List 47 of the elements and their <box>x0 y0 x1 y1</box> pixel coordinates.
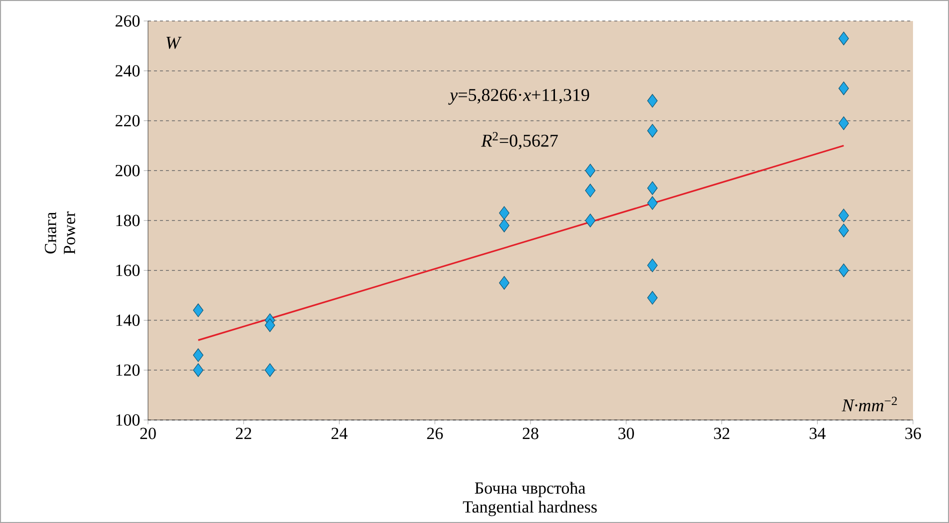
point <box>193 303 204 318</box>
point <box>838 82 849 96</box>
y-tick-label: 100 <box>116 414 140 426</box>
x-tick-label: 30 <box>618 428 634 440</box>
point <box>193 348 204 362</box>
x-tick-label: 26 <box>427 428 443 440</box>
y-tick-label: 200 <box>116 164 140 176</box>
y-tick-label: 220 <box>116 115 140 126</box>
point <box>838 32 849 46</box>
x-tick-label: 24 <box>332 428 348 439</box>
annotation: R$^{2}$=0,5627 <box>481 132 558 150</box>
point <box>193 363 204 377</box>
point <box>264 318 276 332</box>
y-tick-label: 160 <box>116 264 140 276</box>
point <box>647 94 658 108</box>
point <box>647 181 658 195</box>
x-tick-label: 20 <box>140 428 156 440</box>
point <box>585 164 596 178</box>
y-tick-label: 140 <box>116 314 140 326</box>
annotation: W <box>166 36 182 49</box>
x-tick-label: 22 <box>236 428 252 439</box>
point <box>647 124 658 138</box>
annotation: N·mm$^{−2}$ <box>842 396 897 412</box>
x-axis-title: Бочна чврстоћа Tangential hardness <box>462 482 597 516</box>
point <box>838 264 849 278</box>
point <box>647 196 658 210</box>
point <box>264 363 276 377</box>
y-tick-label: 240 <box>116 65 140 77</box>
point <box>838 208 849 222</box>
point <box>499 206 510 220</box>
point <box>585 184 596 198</box>
x-tick-label: 34 <box>810 428 826 440</box>
y-tick-label: 120 <box>116 364 140 376</box>
point <box>499 276 510 290</box>
x-tick-label: 36 <box>905 428 921 440</box>
point <box>647 290 658 305</box>
x-tick-label: 32 <box>714 428 730 440</box>
annotation: y=5,8266·x+11,319 <box>448 88 590 105</box>
x-tick-label: 28 <box>522 428 538 440</box>
point <box>838 116 849 130</box>
y-tick-label: 180 <box>116 214 140 226</box>
y-tick-label: 260 <box>116 15 140 27</box>
y-axis-title: Снага Power <box>44 212 76 254</box>
point <box>838 224 849 238</box>
point <box>499 218 510 232</box>
point <box>585 214 596 228</box>
point <box>647 258 658 272</box>
